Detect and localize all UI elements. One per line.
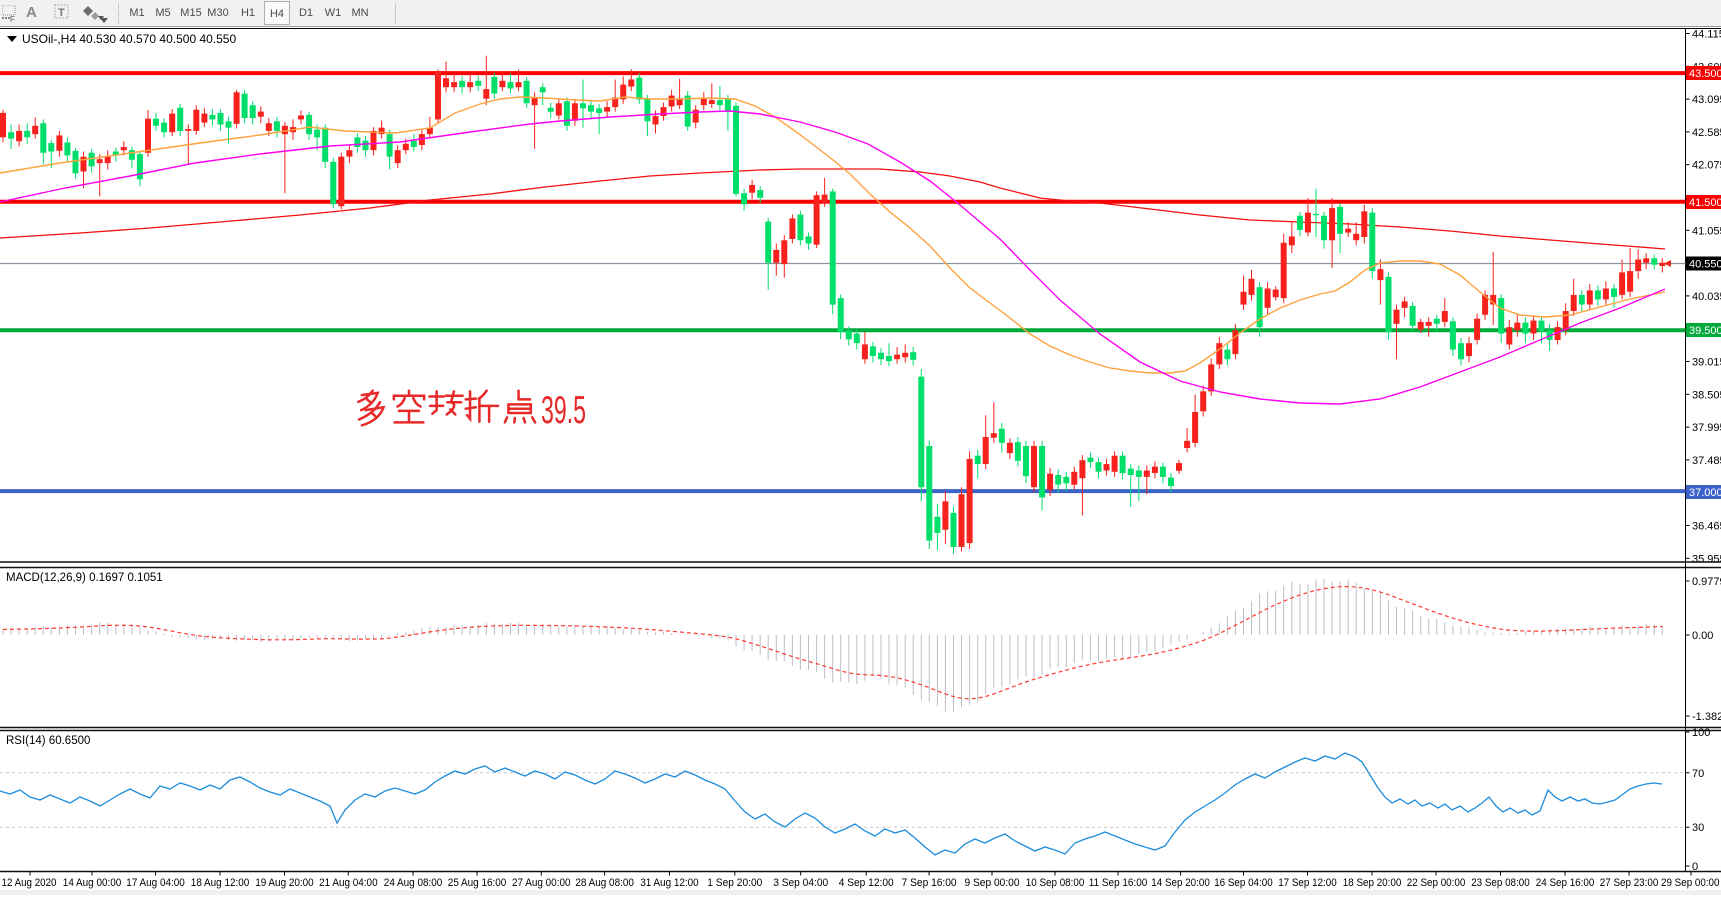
svg-text:42.585: 42.585: [1692, 127, 1721, 139]
svg-text:16 Sep 04:00: 16 Sep 04:00: [1214, 877, 1273, 889]
svg-text:4 Sep 12:00: 4 Sep 12:00: [839, 877, 894, 889]
svg-text:9 Sep 00:00: 9 Sep 00:00: [965, 877, 1020, 889]
svg-text:24 Aug 08:00: 24 Aug 08:00: [384, 877, 443, 889]
svg-text:T: T: [58, 7, 65, 19]
svg-text:31 Aug 12:00: 31 Aug 12:00: [640, 877, 699, 889]
svg-text:12 Aug 2020: 12 Aug 2020: [2, 877, 57, 889]
svg-text:41.055: 41.055: [1692, 225, 1721, 237]
svg-text:43.500: 43.500: [1689, 68, 1721, 80]
svg-text:27 Aug 00:00: 27 Aug 00:00: [512, 877, 571, 889]
svg-text:0.9779: 0.9779: [1692, 576, 1721, 588]
svg-text:24 Sep 16:00: 24 Sep 16:00: [1536, 877, 1595, 889]
svg-text:18 Aug 12:00: 18 Aug 12:00: [191, 877, 250, 889]
svg-text:23 Sep 08:00: 23 Sep 08:00: [1471, 877, 1530, 889]
svg-text:25 Aug 16:00: 25 Aug 16:00: [448, 877, 507, 889]
svg-text:70: 70: [1692, 768, 1704, 780]
svg-text:27 Sep 23:00: 27 Sep 23:00: [1600, 877, 1659, 889]
svg-text:17 Aug 04:00: 17 Aug 04:00: [126, 877, 185, 889]
svg-text:RSI(14) 60.6500: RSI(14) 60.6500: [6, 735, 90, 747]
svg-text:39.500: 39.500: [1689, 325, 1721, 337]
svg-text:37.995: 37.995: [1692, 422, 1721, 434]
svg-text:F: F: [10, 15, 15, 23]
svg-text:39.015: 39.015: [1692, 357, 1721, 369]
svg-text:0: 0: [1692, 861, 1698, 873]
svg-text:28 Aug 08:00: 28 Aug 08:00: [575, 877, 634, 889]
svg-text:14 Aug 00:00: 14 Aug 00:00: [63, 877, 122, 889]
svg-text:42.075: 42.075: [1692, 160, 1721, 172]
svg-text:17 Sep 12:00: 17 Sep 12:00: [1278, 877, 1337, 889]
svg-text:10 Sep 08:00: 10 Sep 08:00: [1026, 877, 1085, 889]
svg-text:21 Aug 04:00: 21 Aug 04:00: [319, 877, 378, 889]
svg-text:MACD(12,26,9) 0.1697 0.1051: MACD(12,26,9) 0.1697 0.1051: [6, 572, 163, 584]
svg-text:37.000: 37.000: [1689, 487, 1721, 499]
svg-text:41.500: 41.500: [1689, 197, 1721, 209]
svg-text:18 Sep 20:00: 18 Sep 20:00: [1343, 877, 1402, 889]
svg-text:40.550: 40.550: [1689, 259, 1721, 271]
svg-text:36.465: 36.465: [1692, 521, 1721, 533]
svg-text:39.5: 39.5: [541, 389, 586, 432]
svg-text:USOil-,H4 40.530 40.570 40.50: USOil-,H4 40.530 40.570 40.500 40.550: [22, 32, 236, 46]
svg-text:30: 30: [1692, 822, 1704, 834]
svg-text:0.00: 0.00: [1692, 630, 1713, 642]
svg-text:11 Sep 16:00: 11 Sep 16:00: [1089, 877, 1148, 889]
svg-text:22 Sep 00:00: 22 Sep 00:00: [1407, 877, 1466, 889]
svg-text:44.115: 44.115: [1692, 29, 1721, 41]
svg-text:40.035: 40.035: [1692, 291, 1721, 303]
svg-text:100: 100: [1692, 727, 1710, 739]
svg-text:43.095: 43.095: [1692, 94, 1721, 106]
svg-text:37.485: 37.485: [1692, 455, 1721, 467]
svg-text:38.505: 38.505: [1692, 389, 1721, 401]
svg-text:14 Sep 20:00: 14 Sep 20:00: [1151, 877, 1210, 889]
svg-text:19 Aug 20:00: 19 Aug 20:00: [255, 877, 314, 889]
svg-text:29 Sep 00:00: 29 Sep 00:00: [1661, 877, 1720, 889]
svg-text:-1.382: -1.382: [1692, 711, 1721, 723]
svg-text:7 Sep 16:00: 7 Sep 16:00: [902, 877, 957, 889]
svg-text:1 Sep 20:00: 1 Sep 20:00: [707, 877, 762, 889]
svg-text:35.955: 35.955: [1692, 553, 1721, 565]
svg-text:3 Sep 04:00: 3 Sep 04:00: [773, 877, 828, 889]
